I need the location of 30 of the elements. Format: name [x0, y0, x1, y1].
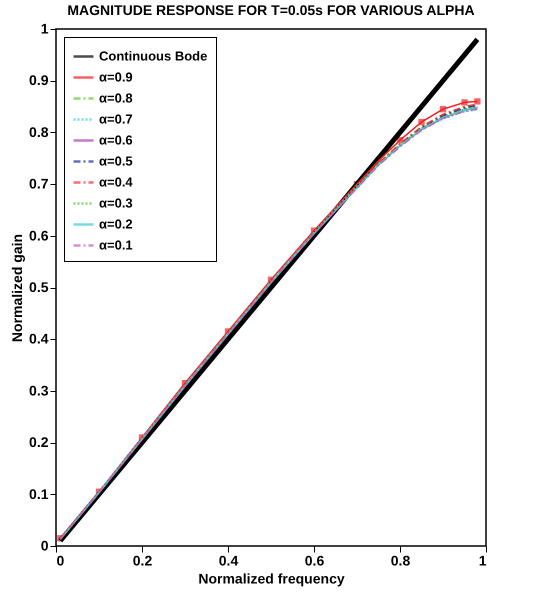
y-axis-title: Normalized gain — [9, 234, 26, 342]
x-tick-label: 0 — [56, 552, 64, 568]
legend-label: α=0.5 — [99, 154, 133, 168]
x-tick-label: 0.8 — [390, 552, 410, 568]
legend-label: α=0.2 — [99, 216, 133, 232]
y-tick-label: 1 — [40, 20, 49, 36]
y-tick-label: 0.6 — [29, 227, 49, 244]
y-tick-label: 0 — [40, 538, 49, 554]
x-axis-title: Normalized frequency — [198, 570, 345, 586]
y-tick-label: 0.2 — [29, 434, 49, 450]
x-tick-label: 1 — [478, 552, 487, 568]
legend-label: α=0.4 — [99, 174, 134, 190]
legend-label: α=0.6 — [99, 132, 133, 148]
y-tick-label: 0.7 — [29, 176, 49, 192]
y-tick-label: 0.8 — [29, 124, 49, 140]
legend-label: Continuous Bode — [99, 48, 208, 64]
y-tick-label: 0.5 — [29, 279, 49, 295]
legend-label: α=0.3 — [99, 196, 133, 210]
legend-label: α=0.7 — [99, 112, 133, 126]
y-tick-label: 0.4 — [29, 330, 49, 347]
legend-label: α=0.1 — [99, 238, 133, 252]
legend-label: α=0.8 — [99, 90, 133, 106]
y-tick-label: 0.1 — [29, 486, 49, 502]
x-tick-label: 0.6 — [304, 552, 324, 568]
y-tick-label: 0.3 — [29, 382, 49, 398]
x-tick-label: 0.4 — [218, 552, 238, 568]
x-tick-label: 0.2 — [132, 552, 152, 568]
legend-label: α=0.9 — [99, 70, 133, 84]
chart-title: MAGNITUDE RESPONSE FOR T=0.05s FOR VARIOUS ALPHA — [67, 2, 475, 18]
y-tick-label: 0.9 — [29, 72, 49, 88]
